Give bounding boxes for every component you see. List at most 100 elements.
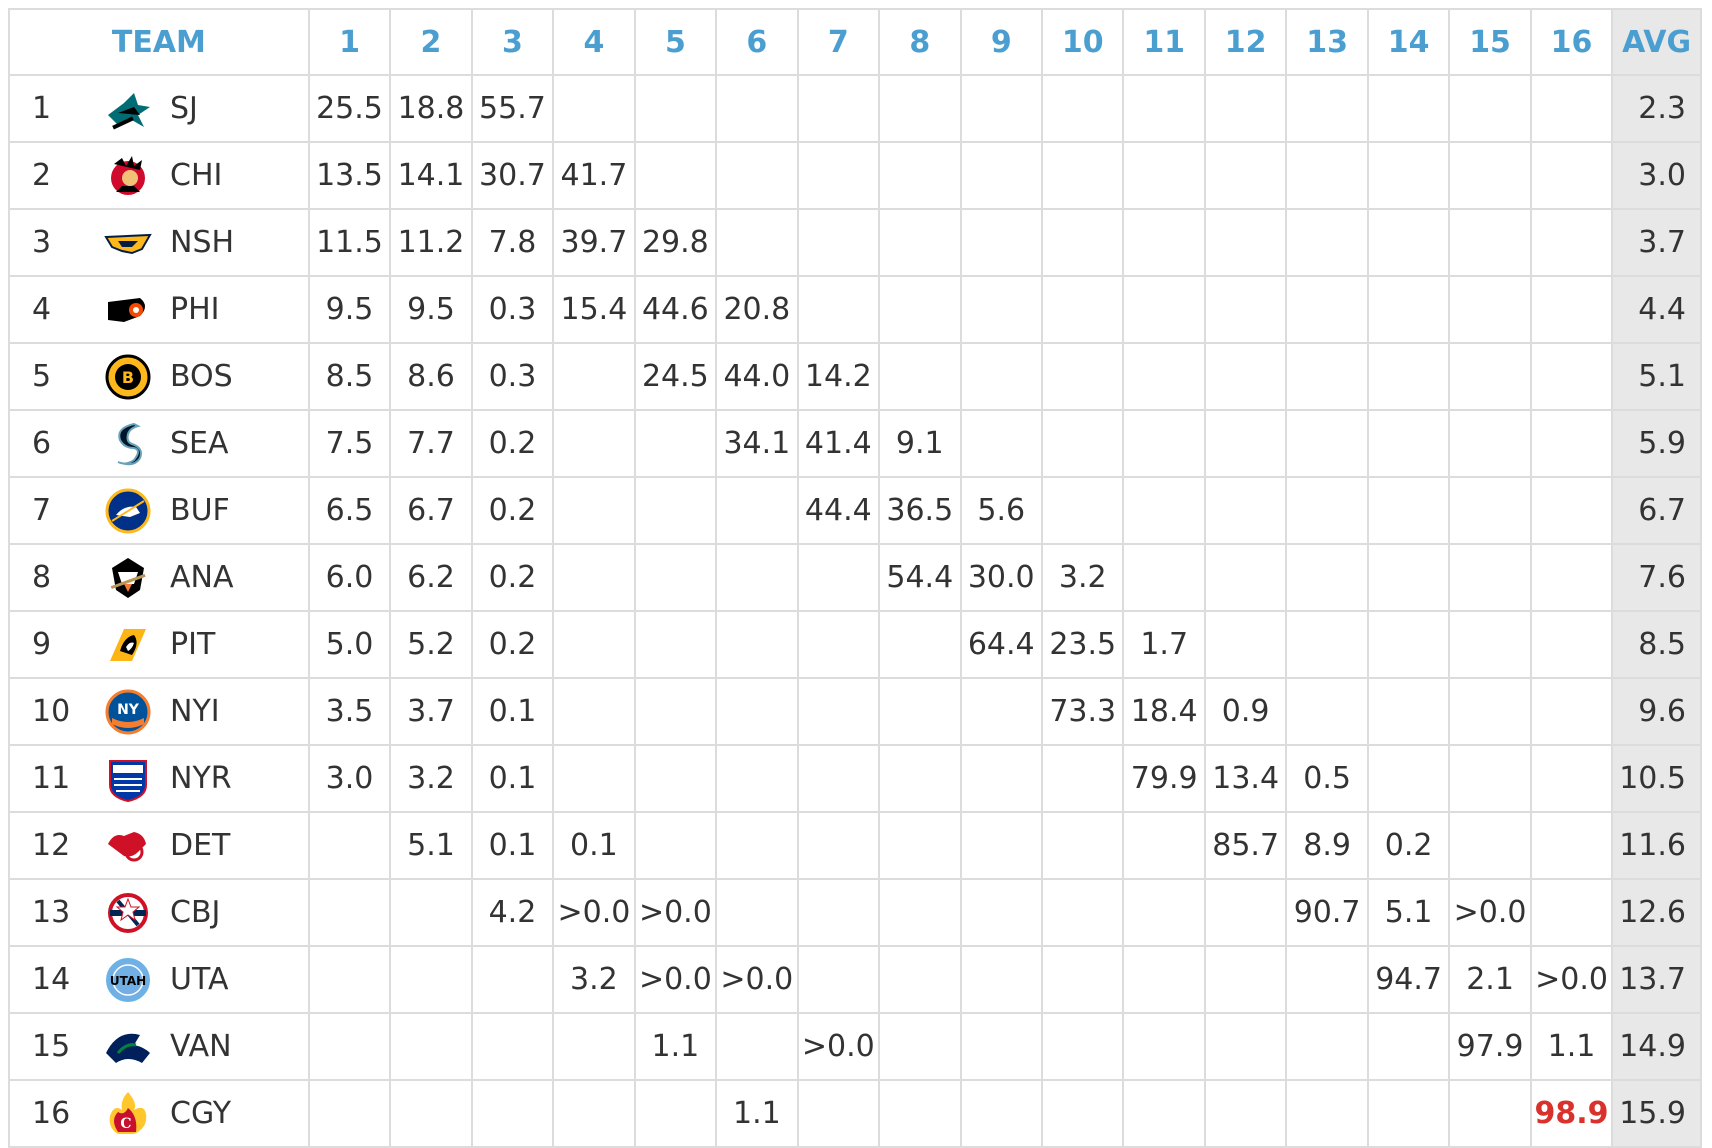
- round-15-odds-cell: [1448, 610, 1532, 679]
- round-6-column-header[interactable]: 6: [715, 8, 799, 76]
- odds-value: 7.8: [488, 225, 537, 260]
- avg-column-header[interactable]: AVG: [1611, 8, 1702, 76]
- round-9-odds-cell: [959, 275, 1043, 344]
- odds-value: 7.7: [407, 426, 455, 461]
- round-7-odds-cell: [796, 878, 881, 947]
- team-cell: 13 CBJ: [8, 878, 310, 947]
- round-3-column-header[interactable]: 3: [470, 8, 555, 76]
- odds-value: 7.5: [325, 426, 374, 461]
- odds-value: 0.1: [488, 828, 537, 863]
- round-8-column-header[interactable]: 8: [878, 8, 962, 76]
- table-row: 12 DET 5.1 0.1 0.1 85.7 8.9 0.2 11.6: [8, 811, 1702, 880]
- round-16-odds-cell: [1529, 744, 1614, 813]
- avg-pick-cell: 5.9: [1611, 409, 1702, 478]
- round-8-odds-cell: [878, 275, 962, 344]
- round-7-odds-cell: [796, 275, 881, 344]
- islanders-logo-icon: NY: [104, 688, 152, 736]
- flyers-logo-icon: [104, 286, 152, 334]
- table-row: 13 CBJ 4.2 >0.0 >0.0 90.7 5.1 >0.0 12.6: [8, 878, 1702, 947]
- round-16-odds-cell: [1529, 811, 1614, 880]
- round-13-column-header[interactable]: 13: [1285, 8, 1369, 76]
- team-abbreviation[interactable]: CHI: [170, 158, 223, 193]
- round-2-column-header[interactable]: 2: [389, 8, 473, 76]
- team-abbreviation[interactable]: NYR: [170, 761, 232, 796]
- team-abbreviation[interactable]: VAN: [170, 1029, 232, 1064]
- avg-pick-cell: 3.0: [1611, 141, 1702, 210]
- round-8-odds-cell: [878, 1079, 962, 1148]
- round-11-odds-cell: [1122, 945, 1206, 1014]
- team-abbreviation[interactable]: BUF: [170, 493, 230, 528]
- team-abbreviation[interactable]: PHI: [170, 292, 220, 327]
- avg-pick-cell: 14.9: [1611, 1012, 1702, 1081]
- team-abbreviation[interactable]: ANA: [170, 560, 234, 595]
- round-13-odds-cell: 90.7: [1285, 878, 1369, 947]
- avg-pick-cell: 12.6: [1611, 878, 1702, 947]
- round-10-odds-cell: [1040, 878, 1125, 947]
- odds-value: 73.3: [1049, 694, 1117, 729]
- round-16-odds-cell: [1529, 208, 1614, 277]
- blackhawks-logo-icon: [104, 152, 152, 200]
- round-4-odds-cell: [552, 677, 636, 746]
- team-abbreviation[interactable]: SEA: [170, 426, 229, 461]
- round-5-odds-cell: 24.5: [633, 342, 718, 411]
- odds-value: 0.5: [1303, 761, 1351, 796]
- round-1-column-header[interactable]: 1: [307, 8, 392, 76]
- round-14-column-header[interactable]: 14: [1366, 8, 1451, 76]
- team-abbreviation[interactable]: NSH: [170, 225, 235, 260]
- odds-value: 94.7: [1375, 962, 1442, 997]
- odds-value: 0.2: [488, 493, 537, 528]
- round-15-column-header[interactable]: 15: [1448, 8, 1532, 76]
- table-row: 6 SEA 7.5 7.7 0.2 34.1 41.4 9.1 5.9: [8, 409, 1702, 478]
- team-column-header[interactable]: TEAM: [8, 8, 310, 76]
- canucks-logo-icon: [104, 1023, 152, 1071]
- team-abbreviation[interactable]: CGY: [170, 1096, 232, 1131]
- odds-value: 44.4: [804, 493, 872, 528]
- round-11-odds-cell: [1122, 275, 1206, 344]
- team-abbreviation[interactable]: SJ: [170, 91, 198, 126]
- round-2-odds-cell: 5.2: [389, 610, 473, 679]
- team-cell: 6 SEA: [8, 409, 310, 478]
- round-11-odds-cell: [1122, 476, 1206, 545]
- round-6-odds-cell: 1.1: [715, 1079, 799, 1148]
- round-1-odds-cell: [307, 1012, 392, 1081]
- round-15-odds-cell: [1448, 1079, 1532, 1148]
- round-4-odds-cell: [552, 342, 636, 411]
- odds-value: 0.2: [1384, 828, 1433, 863]
- round-5-odds-cell: [633, 677, 718, 746]
- utah-logo-icon: UTAH: [104, 956, 152, 1004]
- round-12-column-header[interactable]: 12: [1203, 8, 1288, 76]
- round-4-odds-cell: [552, 543, 636, 612]
- rangers-logo-icon: [104, 755, 152, 803]
- team-abbreviation[interactable]: PIT: [170, 627, 216, 662]
- odds-value: 8.9: [1303, 828, 1351, 863]
- team-abbreviation[interactable]: BOS: [170, 359, 233, 394]
- round-12-odds-cell: [1203, 878, 1288, 947]
- odds-value: 9.5: [325, 292, 374, 327]
- team-rank: 1: [32, 91, 52, 126]
- odds-value: 64.4: [967, 627, 1035, 662]
- team-rank: 16: [32, 1096, 71, 1131]
- round-2-odds-cell: 9.5: [389, 275, 473, 344]
- round-9-column-header[interactable]: 9: [959, 8, 1043, 76]
- round-16-column-header[interactable]: 16: [1529, 8, 1614, 76]
- team-abbreviation[interactable]: NYI: [170, 694, 220, 729]
- team-abbreviation[interactable]: DET: [170, 828, 231, 863]
- round-7-column-header[interactable]: 7: [796, 8, 881, 76]
- odds-value: 8.5: [325, 359, 374, 394]
- avg-pick-cell: 7.6: [1611, 543, 1702, 612]
- round-4-odds-cell: 41.7: [552, 141, 636, 210]
- round-10-column-header[interactable]: 10: [1040, 8, 1125, 76]
- round-10-odds-cell: 3.2: [1040, 543, 1125, 612]
- odds-value: >0.0: [1535, 962, 1608, 997]
- team-cell: 7 BUF: [8, 476, 310, 545]
- team-abbreviation[interactable]: CBJ: [170, 895, 221, 930]
- round-5-column-header[interactable]: 5: [633, 8, 718, 76]
- round-3-odds-cell: 0.3: [470, 275, 555, 344]
- round-4-column-header[interactable]: 4: [552, 8, 636, 76]
- round-1-odds-cell: 5.0: [307, 610, 392, 679]
- kraken-logo-icon: [104, 420, 152, 468]
- round-16-odds-cell: [1529, 275, 1614, 344]
- team-abbreviation[interactable]: UTA: [170, 962, 229, 997]
- odds-value: 30.7: [479, 158, 546, 193]
- round-11-column-header[interactable]: 11: [1122, 8, 1206, 76]
